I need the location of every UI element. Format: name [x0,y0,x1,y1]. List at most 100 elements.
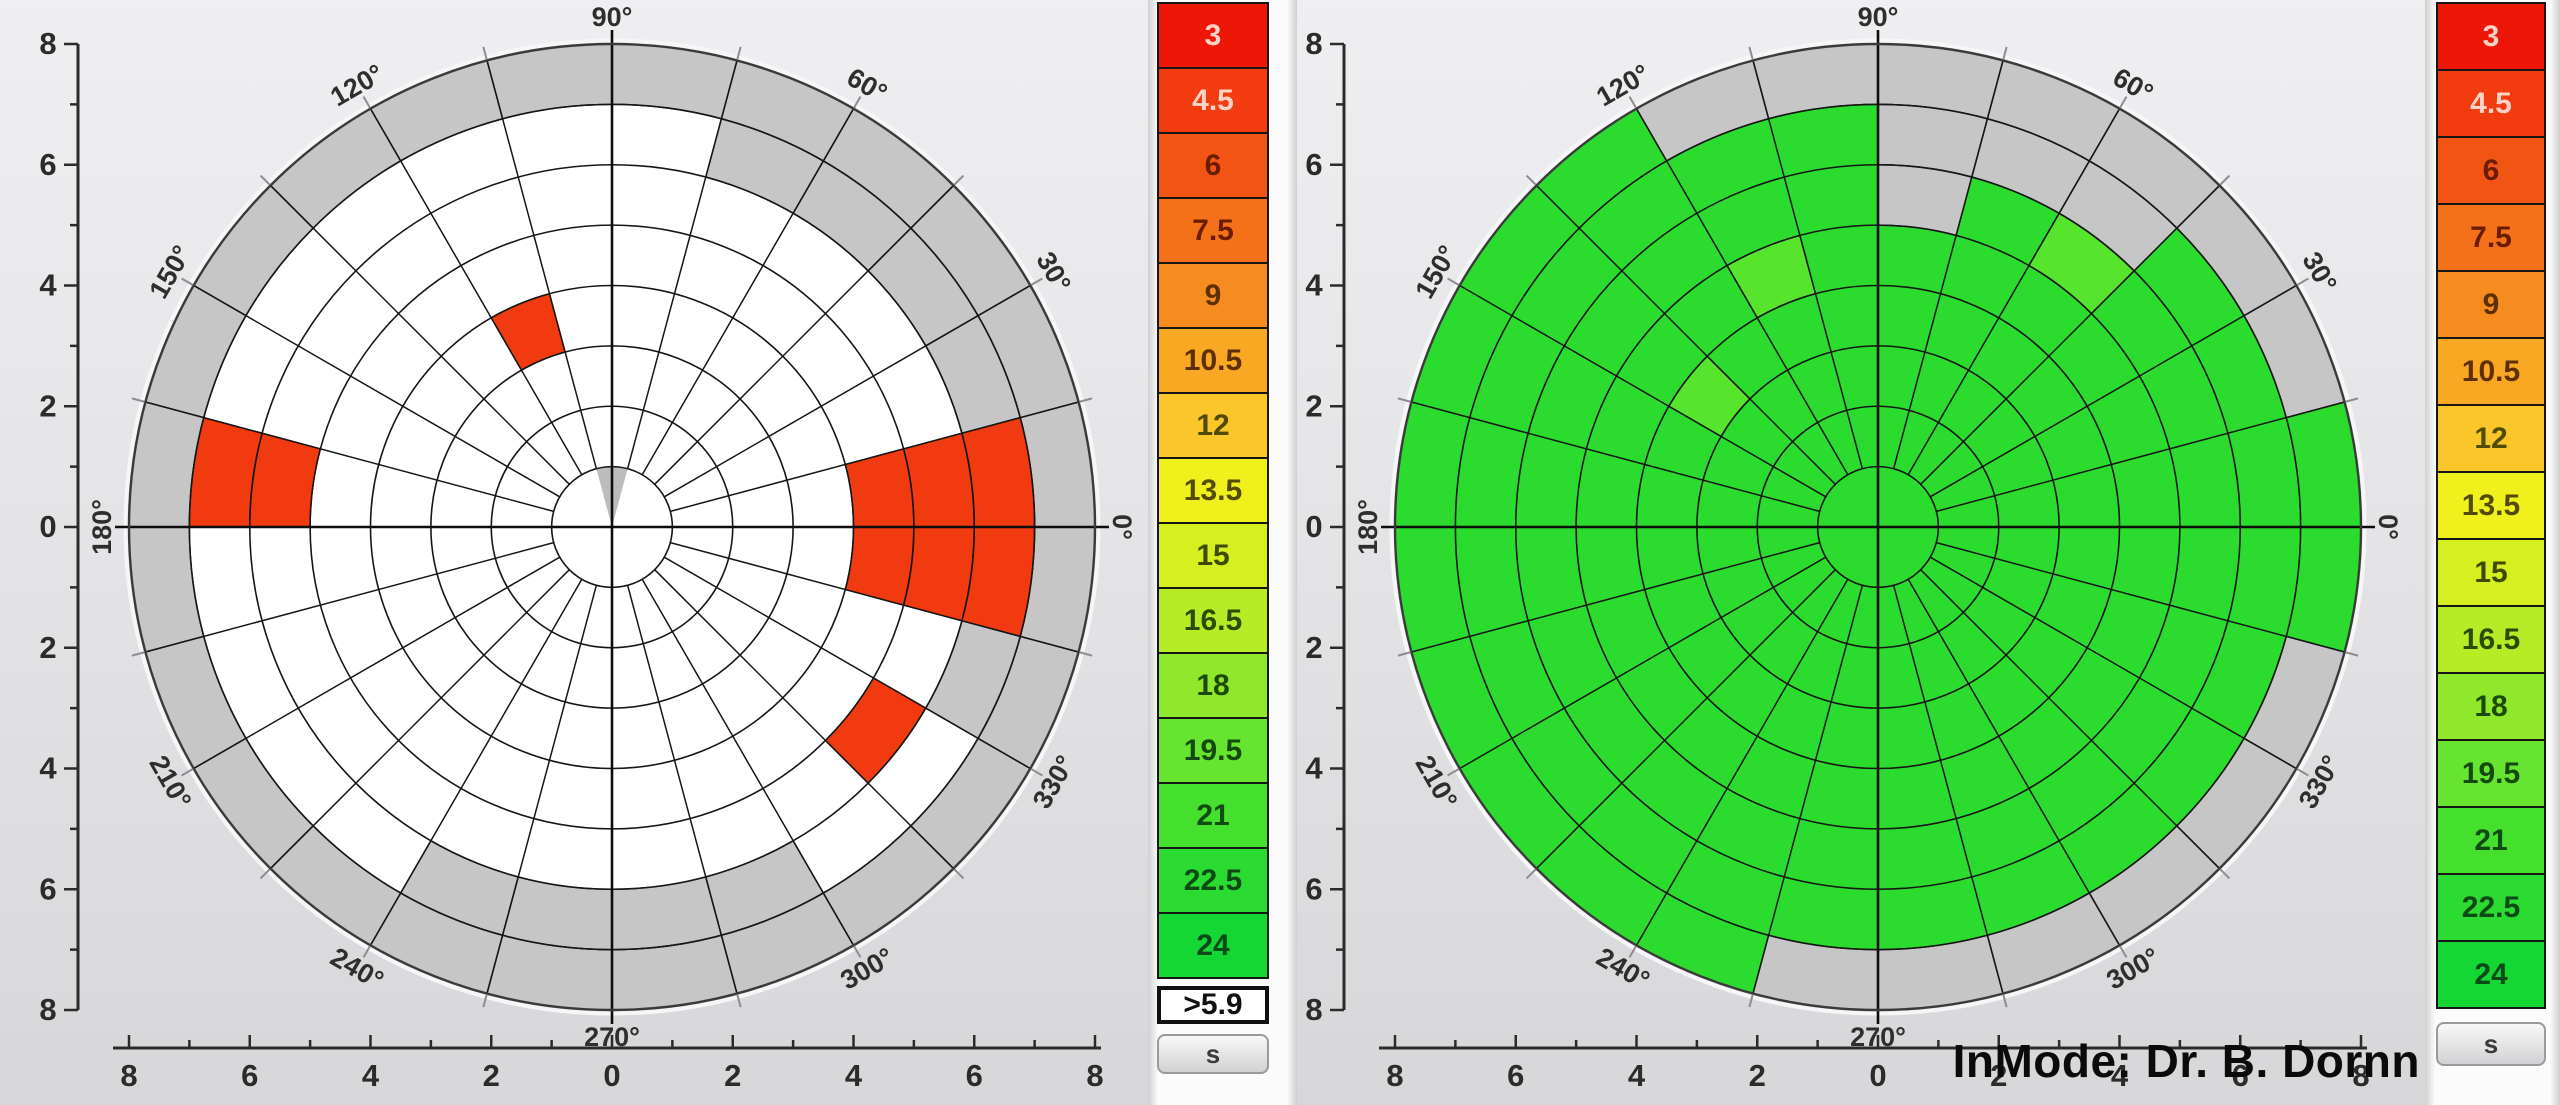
angle-tick [1397,651,1411,657]
angle-tick [2002,994,2008,1008]
angle-tick [2296,277,2309,286]
angle-tick [2296,768,2309,777]
axis-tick-label: 4 [39,268,57,303]
spoke-gridline [1752,585,1864,994]
angle-tick [259,174,271,186]
angle-label: 180° [87,499,117,555]
axis-tick-label: 6 [39,147,56,182]
angle-tick [953,174,965,186]
axis-tick-label: 6 [39,871,56,906]
spoke-gridline [1535,569,1836,870]
spoke-gridline [369,108,583,476]
axis-tick-label: 0 [1305,509,1322,544]
axis-tick-label: 0 [603,1058,620,1093]
angle-tick [131,651,145,657]
angle-tick [1030,277,1043,286]
watermark-text: InMode: Dr. B. Dornn [1952,1035,2420,1087]
axis-tick-label: 2 [39,630,56,665]
axis-tick-label: 4 [2111,1058,2129,1093]
angle-tick [1447,768,1460,777]
angle-tick [482,46,488,60]
spoke-gridline [641,108,855,476]
spoke-gridline [641,578,855,946]
angle-tick [1525,174,1537,186]
angle-tick [953,868,965,880]
vertical-axis: 8 6 4 2 0 2 4 6 8 [39,26,80,1027]
axis-tick-label: 8 [2352,1058,2369,1093]
axis-tick-label: 8 [1305,26,1322,61]
axis-tick-label: 2 [1749,1058,1766,1093]
angle-tick [2119,945,2128,958]
spoke-gridline [1936,401,2345,513]
spoke-gridline [369,578,583,946]
scale-units-button[interactable]: s [2436,1022,2546,1066]
angle-tick [736,994,742,1008]
angle-tick [853,96,862,109]
angle-tick [1079,651,1093,657]
axis-tick-label: 4 [1305,751,1323,786]
angle-tick [2345,651,2359,657]
spoke-gridline [1920,569,2221,870]
angle-tick [131,397,145,403]
outer-boundary [1393,42,2363,1012]
axis-tick-label: 6 [1305,871,1322,906]
angle-tick [181,768,194,777]
angle-tick [362,96,371,109]
angle-tick [2219,868,2231,880]
axis-tick-label: 2 [39,388,56,423]
angle-tick [2219,174,2231,186]
axis-tick-label: 4 [1628,1058,1646,1093]
spoke-gridline [1411,401,1820,513]
angle-tick [853,945,862,958]
angle-tick [1030,768,1043,777]
angle-tick [1748,994,1754,1008]
spoke-gridline [1535,184,1836,485]
axis-tick-label: 4 [845,1058,863,1093]
spoke-gridline [269,184,570,485]
angle-tick [736,46,742,60]
horizontal-axis: 8 6 4 2 0 2 4 6 8 [1379,1035,2370,1093]
angle-tick [1525,868,1537,880]
outer-boundary [127,42,1097,1012]
spoke-gridline [486,60,598,469]
axis-tick-label: 8 [39,992,56,1027]
spoke-gridline [269,569,570,870]
angle-tick [259,868,271,880]
spoke-gridline [145,541,554,653]
axis-tick-label: 4 [362,1058,380,1093]
axis-tick-label: 0 [39,509,56,544]
axis-tick-label: 2 [483,1058,500,1093]
spoke-gridline [1459,284,1827,498]
vertical-axis: 8 6 4 2 0 2 4 6 8 [1305,26,1346,1027]
angle-tick [181,277,194,286]
spoke-gridline [1635,578,1849,946]
axis-tick-label: 6 [966,1058,983,1093]
scale-units-button[interactable]: s [1157,1034,1269,1074]
angle-label: 0° [1107,514,1137,540]
axis-tick-label: 8 [1086,1058,1103,1093]
axis-tick-label: 8 [39,26,56,61]
spoke-gridline [193,284,561,498]
angle-tick [1397,397,1411,403]
angle-label: 0° [2373,514,2403,540]
spoke-gridline [193,556,561,770]
spoke-gridline [670,541,1079,653]
angle-tick [1748,46,1754,60]
spoke-gridline [1635,108,1849,476]
angle-tick [2345,397,2359,403]
axis-tick-label: 2 [724,1058,741,1093]
axis-tick-label: 2 [1305,630,1322,665]
axis-tick-label: 8 [1305,992,1322,1027]
spoke-gridline [486,585,598,994]
polar-chart-right: 0°30°60°90°120°150°180°210°240°270°300°3… [1305,2,2403,1093]
spoke-gridline [1929,284,2297,498]
horizontal-axis: 8 6 4 2 0 2 4 6 8 [113,1035,1104,1093]
spoke-gridline [1752,60,1864,469]
spoke-gridline [145,401,554,513]
angle-tick [1079,397,1093,403]
polar-chart-left: 0°30°60°90°120°150°180°210°240°270°300°3… [39,2,1137,1093]
axis-tick-label: 6 [2232,1058,2249,1093]
spoke-gridline [1907,108,2121,476]
